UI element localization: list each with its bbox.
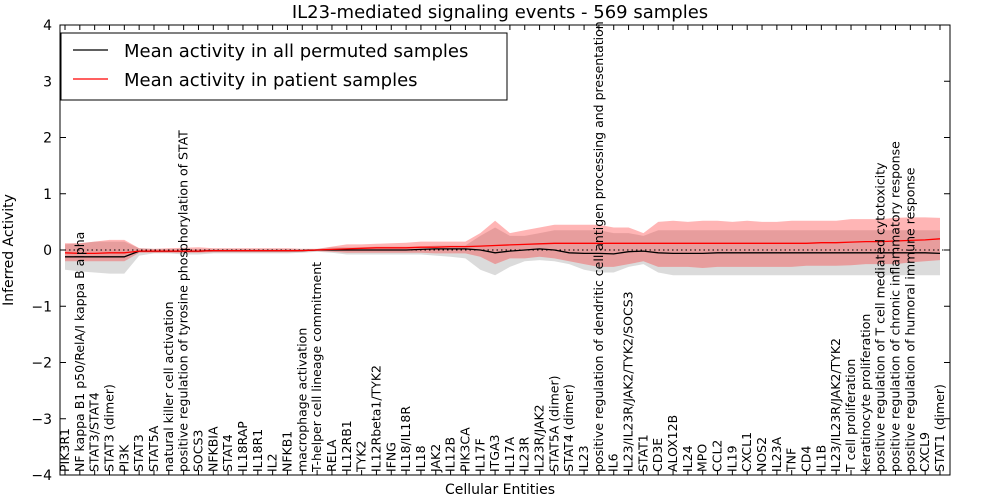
x-tick-label: IL23/IL23R/JAK2/TYK2/SOCS3	[621, 291, 636, 472]
legend-label-patient: Mean activity in patient samples	[124, 70, 418, 91]
x-tick-label: IL12B	[443, 437, 458, 472]
x-axis-label: Cellular Entities	[445, 482, 555, 498]
x-tick-label: STAT3/STAT4	[87, 392, 102, 472]
y-tick-label: 1	[43, 187, 52, 203]
x-tick-label: CD3E	[650, 438, 665, 472]
x-tick-label: macrophage activation	[294, 328, 309, 472]
x-tick-label: T cell proliferation	[843, 359, 858, 473]
x-tick-label: NF kappa B1 p50/RelA/I kappa B alpha	[72, 232, 87, 472]
x-tick-label: IL18RAP	[235, 421, 250, 472]
x-tick-label: STAT3 (dimer)	[101, 384, 116, 472]
x-tick-label: STAT1	[635, 434, 650, 472]
x-tick-label: IL17A	[502, 436, 517, 472]
x-axis-ticks: PIK3R1 NF kappa B1 p50/RelA/I kappa B alp…	[57, 21, 947, 475]
x-tick-label: ITGA3	[487, 434, 502, 472]
y-tick-label: 2	[43, 131, 52, 147]
x-tick-label: IL24	[680, 445, 695, 472]
x-tick-label: natural killer cell activation	[161, 301, 176, 472]
y-axis-label: Inferred Activity	[1, 194, 17, 306]
y-tick-label: −1	[31, 299, 52, 315]
x-tick-label: positive regulation of dendritic cell an…	[591, 21, 606, 472]
band-patient	[65, 217, 940, 268]
x-tick-label: NOS2	[754, 437, 769, 472]
x-tick-label: positive regulation of tyrosine phosphor…	[176, 130, 191, 472]
x-tick-label: CD4	[799, 446, 814, 472]
x-tick-label: STAT1 (dimer)	[932, 384, 947, 472]
x-tick-label: keratinocyte proliferation	[858, 314, 873, 472]
x-tick-label: NFKB1	[279, 431, 294, 472]
x-tick-label: CXCL9	[917, 432, 932, 472]
x-tick-label: positive regulation of humoral immune re…	[902, 167, 917, 472]
x-tick-label: IL1B	[813, 445, 828, 472]
x-tick-label: IL2	[265, 453, 280, 472]
x-tick-label: NFKBIA	[205, 426, 220, 472]
y-tick-label: −3	[31, 412, 52, 428]
x-tick-label: RELA	[324, 439, 339, 472]
legend: Mean activity in all permuted samples Me…	[60, 32, 508, 101]
x-tick-label: CXCL1	[739, 432, 754, 472]
y-tick-label: −2	[31, 356, 52, 372]
x-tick-label: TYK2	[354, 441, 369, 473]
x-tick-label: STAT3	[131, 434, 146, 472]
x-tick-label: IL23	[576, 445, 591, 472]
x-tick-label: IL23/IL23R/JAK2/TYK2	[828, 338, 843, 472]
x-tick-label: T-helper cell lineage commitment	[309, 262, 324, 473]
x-tick-label: JAK2	[428, 444, 443, 473]
x-tick-label: IL18/IL18R	[398, 406, 413, 472]
series-lines	[64, 238, 941, 258]
x-tick-label: IL18	[413, 445, 428, 472]
legend-label-permuted: Mean activity in all permuted samples	[124, 41, 468, 62]
x-tick-label: STAT4	[220, 434, 235, 472]
x-tick-label: STAT4 (dimer)	[561, 384, 576, 472]
x-tick-label: SOCS3	[190, 430, 205, 472]
x-tick-label: PI3K	[116, 444, 131, 472]
x-tick-label: IL23R/JAK2	[532, 404, 547, 472]
y-tick-label: 0	[43, 243, 52, 259]
y-axis-ticks: −4 −3 −2 −1 0 1 2 3 4	[31, 18, 950, 484]
x-tick-label: TNF	[784, 448, 799, 473]
x-tick-label: CCL2	[710, 440, 725, 472]
x-tick-label: positive regulation of T cell mediated c…	[873, 162, 888, 472]
x-tick-label: PIK3CA	[457, 427, 472, 472]
x-tick-label: MPO	[695, 444, 710, 472]
x-tick-label: IL23R	[517, 436, 532, 472]
x-tick-label: IL12Rbeta1/TYK2	[368, 365, 383, 472]
x-tick-label: IL23A	[769, 436, 784, 472]
chart-title: IL23-mediated signaling events - 569 sam…	[292, 2, 708, 23]
x-tick-label: PIK3R1	[57, 428, 72, 472]
x-tick-label: IL19	[724, 445, 739, 472]
confidence-bands	[65, 217, 940, 276]
legend-box	[60, 32, 508, 101]
x-tick-label: IL18R1	[250, 429, 265, 472]
x-tick-label: STAT5A (dimer)	[546, 376, 561, 472]
x-tick-label: positive regulation of chronic inflammat…	[888, 141, 903, 472]
y-tick-label: −4	[31, 468, 52, 484]
y-tick-label: 4	[43, 18, 52, 34]
x-tick-label: STAT5A	[146, 425, 161, 472]
series-line-patient	[64, 238, 941, 255]
y-tick-label: 3	[43, 74, 52, 90]
x-tick-label: IFNG	[383, 442, 398, 472]
x-tick-label: IL6	[606, 453, 621, 472]
x-tick-label: IL12RB1	[339, 420, 354, 472]
x-tick-label: IL17F	[472, 438, 487, 472]
x-tick-label: ALOX12B	[665, 415, 680, 472]
